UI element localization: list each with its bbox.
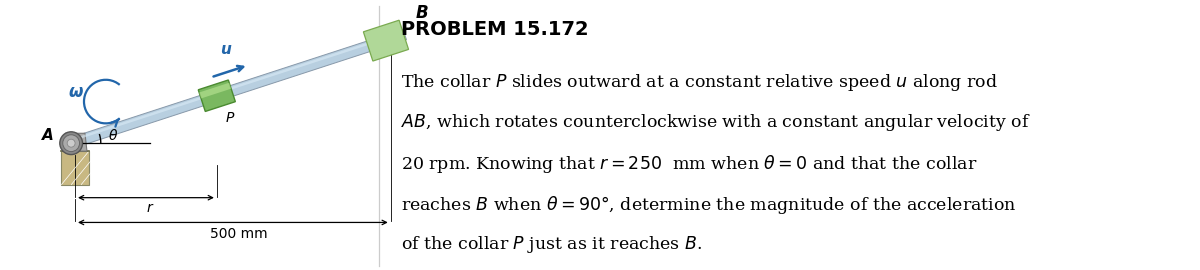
Circle shape [60, 132, 83, 155]
Polygon shape [61, 151, 89, 185]
Circle shape [62, 135, 79, 151]
Polygon shape [364, 20, 408, 61]
Circle shape [67, 139, 76, 147]
Text: of the collar $P$ just as it reaches $B$.: of the collar $P$ just as it reaches $B$… [401, 234, 702, 255]
Text: reaches $B$ when $\theta = 90°$, determine the magnitude of the acceleration: reaches $B$ when $\theta = 90°$, determi… [401, 194, 1016, 216]
Text: ω: ω [68, 83, 83, 101]
Text: 20 rpm. Knowing that $r = 250$  mm when $\theta = 0$ and that the collar: 20 rpm. Knowing that $r = 250$ mm when $… [401, 153, 978, 175]
Text: $AB$, which rotates counterclockwise with a constant angular velocity of: $AB$, which rotates counterclockwise wit… [401, 113, 1031, 133]
Text: P: P [226, 111, 234, 125]
Text: The collar $P$ slides outward at a constant relative speed $u$ along rod: The collar $P$ slides outward at a const… [401, 72, 998, 93]
Text: A: A [42, 128, 53, 143]
Text: r: r [146, 201, 151, 215]
Text: B: B [415, 4, 428, 22]
Polygon shape [79, 29, 407, 145]
Text: 500 mm: 500 mm [210, 227, 268, 241]
Polygon shape [64, 133, 86, 151]
Text: u: u [220, 42, 230, 57]
Text: θ: θ [109, 129, 118, 143]
Text: PROBLEM 15.172: PROBLEM 15.172 [401, 20, 589, 39]
Polygon shape [199, 83, 232, 99]
Polygon shape [79, 31, 404, 139]
Polygon shape [198, 80, 235, 112]
